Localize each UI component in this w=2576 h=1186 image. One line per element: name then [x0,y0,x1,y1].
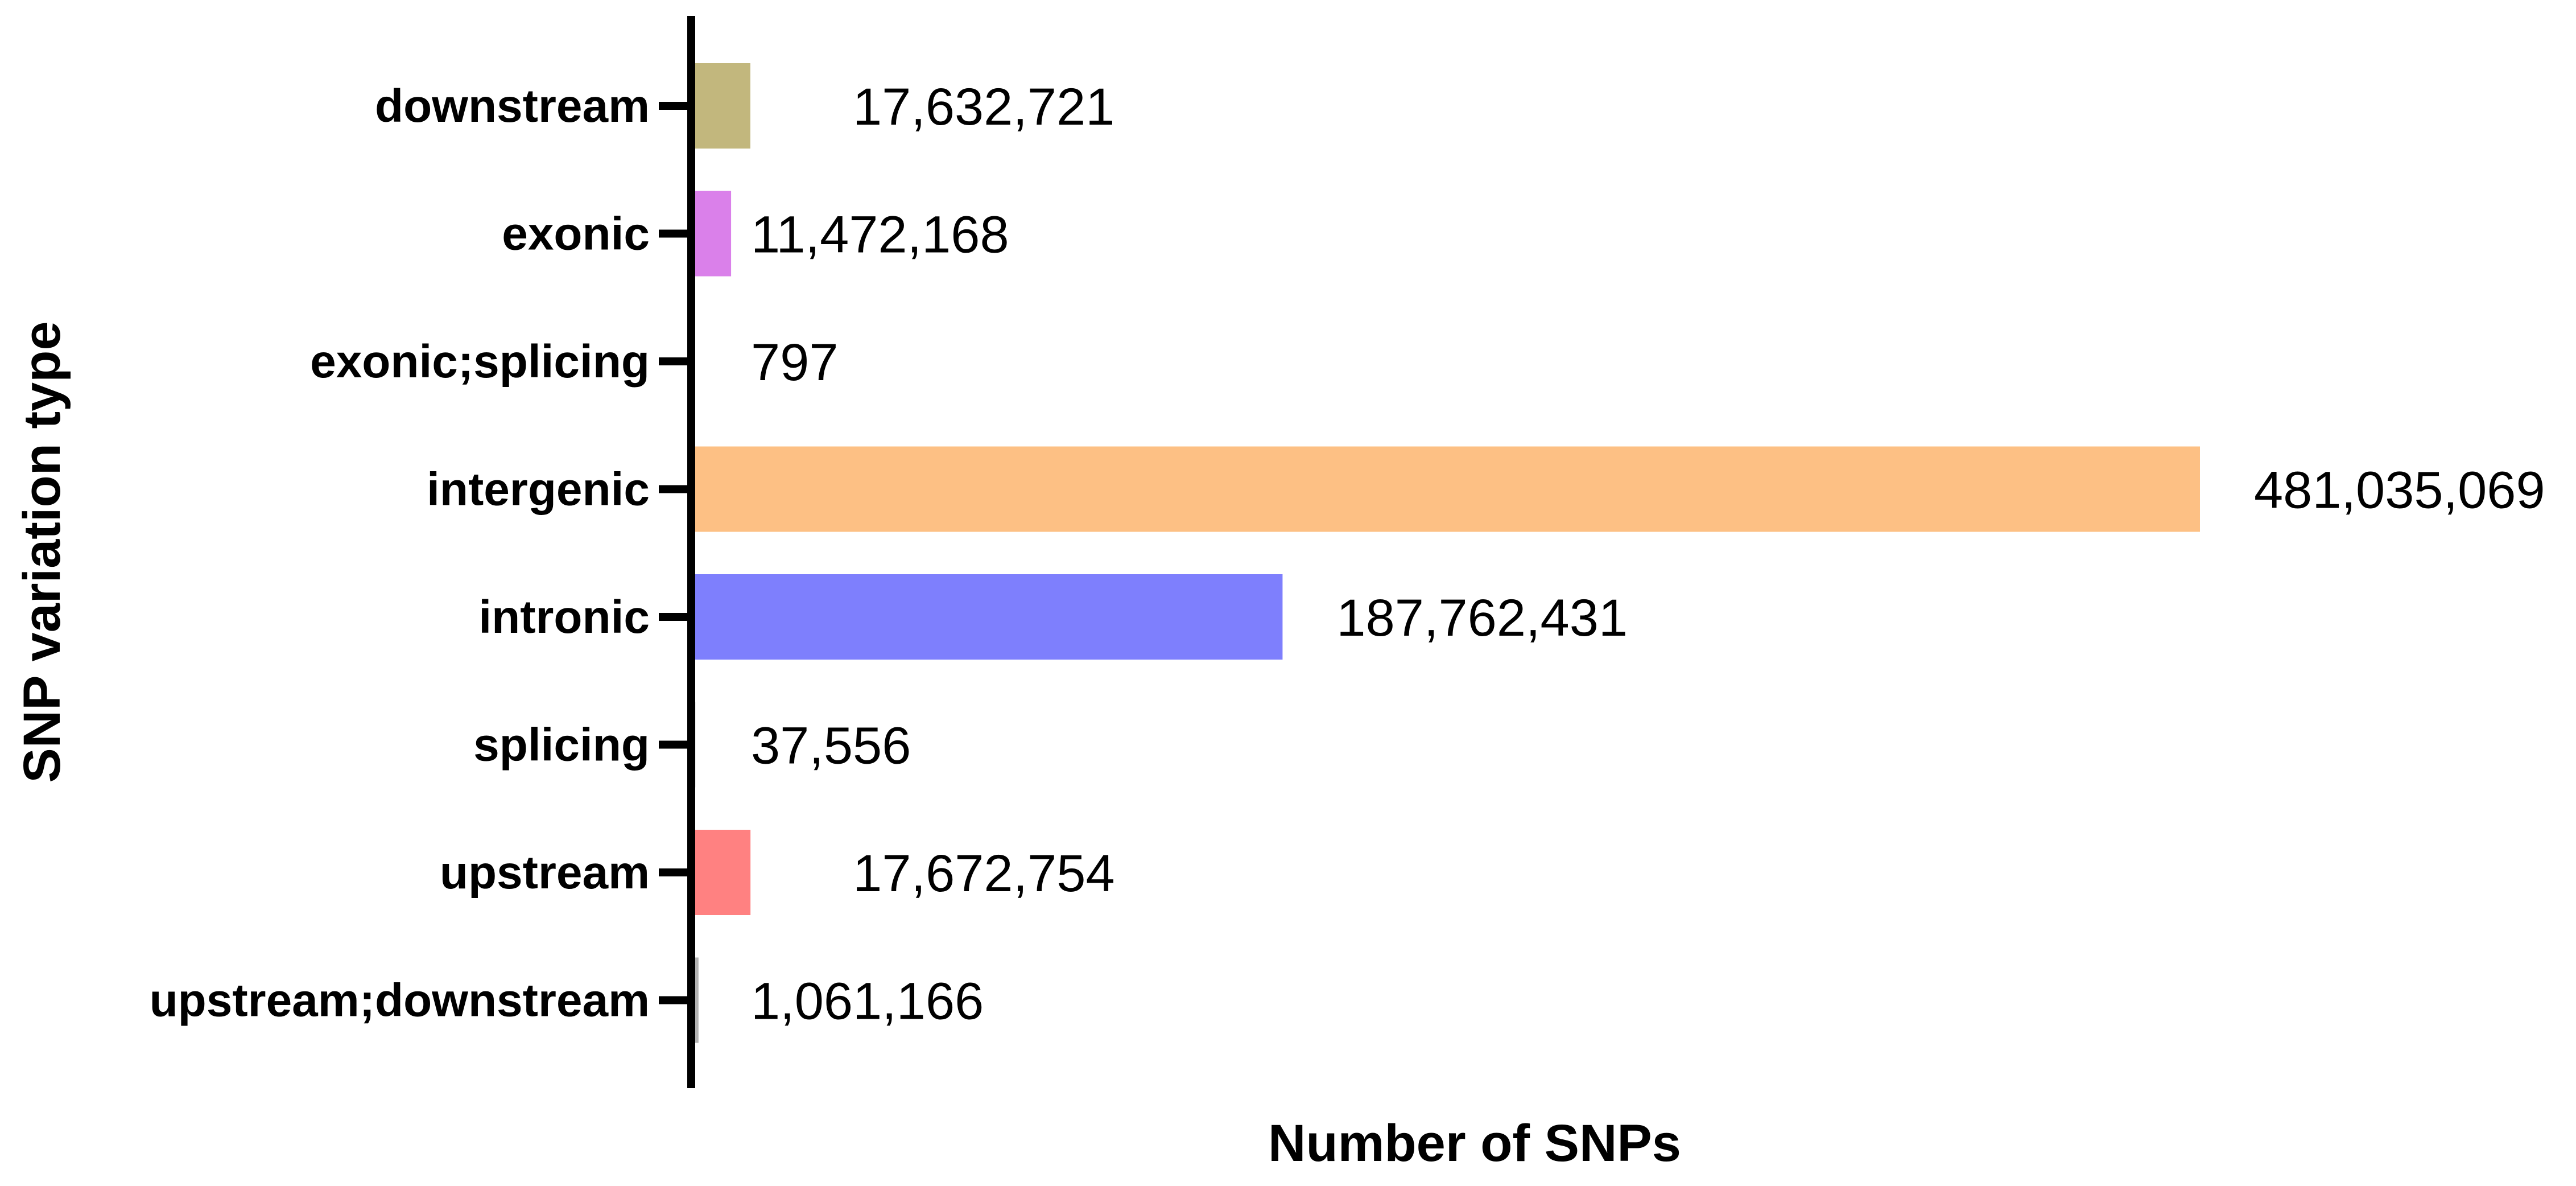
x-axis-title: Number of SNPs [1268,1114,1681,1172]
value-label-intronic: 187,762,431 [1336,589,1628,647]
bar-intergenic [695,447,2200,532]
value-label-intergenic: 481,035,069 [2254,462,2545,520]
y-axis-title: SNP variation type [13,321,71,783]
bar-upstream-downstream [695,958,699,1043]
bar-upstream [695,830,750,915]
category-label-intronic: intronic [478,591,650,643]
value-labels-layer: 17,632,721 11,472,168 797 481,035,069 187,76… [751,78,2545,1031]
bar-downstream [695,63,750,149]
value-label-upstream: 17,672,754 [853,845,1114,903]
value-label-exonic-splicing: 797 [751,333,839,392]
category-label-upstream: upstream [440,847,650,899]
category-labels-layer: downstream exonic exonic;splicing intergeni… [150,80,650,1027]
category-label-intergenic: intergenic [427,464,650,516]
category-label-exonic: exonic [502,208,650,260]
value-label-upstream-downstream: 1,061,166 [751,973,984,1031]
value-label-splicing: 37,556 [751,717,911,775]
category-label-splicing: splicing [473,719,650,771]
value-label-exonic: 11,472,168 [751,206,1009,264]
value-label-downstream: 17,632,721 [853,78,1114,136]
ticks-layer [659,106,688,1000]
bar-exonic [695,191,731,277]
category-label-upstream-downstream: upstream;downstream [150,975,650,1027]
bar-intronic [695,574,1282,660]
category-label-exonic-splicing: exonic;splicing [310,336,650,388]
category-label-downstream: downstream [375,80,650,132]
